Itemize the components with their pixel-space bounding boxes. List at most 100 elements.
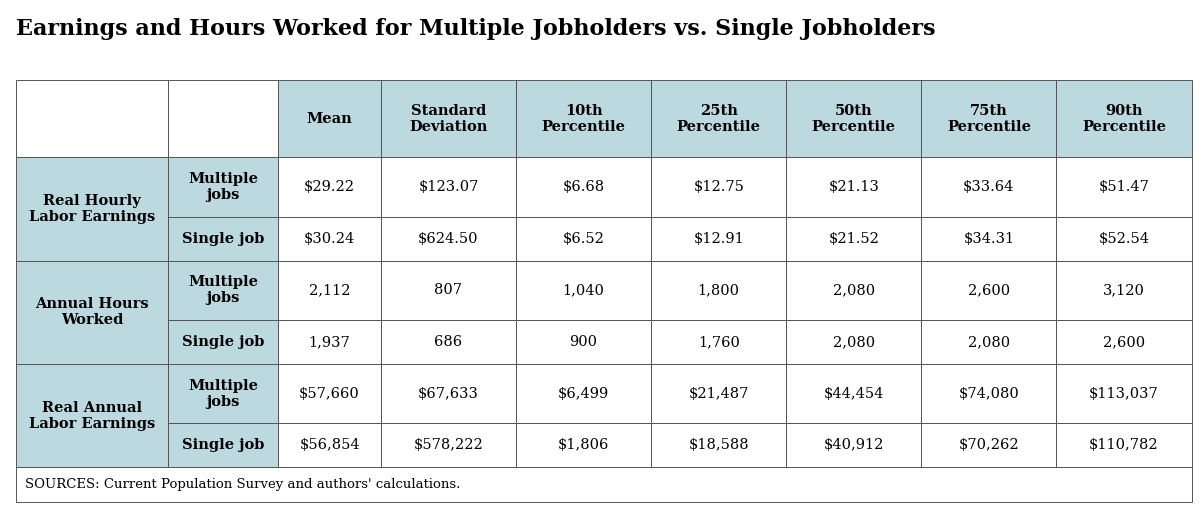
Bar bbox=[168, 423, 278, 467]
Text: $12.75: $12.75 bbox=[694, 180, 744, 194]
Bar bbox=[278, 217, 380, 261]
Text: $6.52: $6.52 bbox=[563, 232, 605, 246]
Bar bbox=[278, 423, 380, 467]
Text: Single job: Single job bbox=[182, 232, 264, 246]
Text: Real Hourly
Labor Earnings: Real Hourly Labor Earnings bbox=[29, 194, 155, 224]
Bar bbox=[1056, 364, 1192, 423]
Text: $624.50: $624.50 bbox=[419, 232, 479, 246]
Bar bbox=[1056, 261, 1192, 320]
Text: 1,937: 1,937 bbox=[308, 335, 350, 349]
Bar bbox=[1056, 80, 1192, 157]
Text: $70,262: $70,262 bbox=[959, 438, 1019, 452]
Text: 50th
Percentile: 50th Percentile bbox=[812, 104, 896, 134]
Text: 90th
Percentile: 90th Percentile bbox=[1082, 104, 1166, 134]
Text: $21.13: $21.13 bbox=[828, 180, 880, 194]
Text: 25th
Percentile: 25th Percentile bbox=[677, 104, 761, 134]
Bar bbox=[1056, 423, 1192, 467]
Bar bbox=[380, 217, 516, 261]
Bar bbox=[516, 320, 652, 364]
Bar bbox=[16, 157, 168, 261]
Bar bbox=[380, 423, 516, 467]
Text: $113,037: $113,037 bbox=[1090, 386, 1159, 400]
Bar bbox=[652, 157, 786, 217]
Text: $40,912: $40,912 bbox=[823, 438, 884, 452]
Text: 900: 900 bbox=[570, 335, 598, 349]
Bar bbox=[516, 217, 652, 261]
Bar bbox=[652, 364, 786, 423]
Text: Multiple
jobs: Multiple jobs bbox=[188, 275, 258, 306]
Bar bbox=[786, 157, 922, 217]
Text: $6.68: $6.68 bbox=[563, 180, 605, 194]
Text: $110,782: $110,782 bbox=[1090, 438, 1159, 452]
Bar bbox=[168, 364, 278, 423]
Text: $12.91: $12.91 bbox=[694, 232, 744, 246]
Bar bbox=[922, 157, 1056, 217]
Bar bbox=[652, 217, 786, 261]
Bar bbox=[16, 364, 168, 467]
Bar bbox=[652, 261, 786, 320]
Text: Annual Hours
Worked: Annual Hours Worked bbox=[35, 297, 149, 327]
Bar bbox=[16, 261, 168, 364]
Text: $6,499: $6,499 bbox=[558, 386, 610, 400]
Bar bbox=[380, 320, 516, 364]
Text: 75th
Percentile: 75th Percentile bbox=[947, 104, 1031, 134]
Text: 3,120: 3,120 bbox=[1103, 283, 1145, 297]
Text: SOURCES: Current Population Survey and authors' calculations.: SOURCES: Current Population Survey and a… bbox=[25, 478, 461, 492]
Text: $74,080: $74,080 bbox=[959, 386, 1019, 400]
Bar bbox=[168, 320, 278, 364]
Bar bbox=[1056, 217, 1192, 261]
Bar bbox=[380, 364, 516, 423]
Bar bbox=[1056, 320, 1192, 364]
Text: $21,487: $21,487 bbox=[689, 386, 749, 400]
Text: 2,080: 2,080 bbox=[833, 335, 875, 349]
Text: Single job: Single job bbox=[182, 335, 264, 349]
Text: $67,633: $67,633 bbox=[418, 386, 479, 400]
Bar bbox=[278, 320, 380, 364]
Bar bbox=[652, 423, 786, 467]
Bar bbox=[652, 320, 786, 364]
Bar bbox=[278, 364, 380, 423]
Text: 2,080: 2,080 bbox=[968, 335, 1010, 349]
Text: $52.54: $52.54 bbox=[1098, 232, 1150, 246]
Bar bbox=[922, 80, 1056, 157]
Bar bbox=[922, 320, 1056, 364]
Bar bbox=[16, 80, 168, 157]
Text: 2,112: 2,112 bbox=[308, 283, 350, 297]
Text: 1,760: 1,760 bbox=[697, 335, 739, 349]
Bar bbox=[922, 217, 1056, 261]
Bar bbox=[278, 80, 380, 157]
Text: $57,660: $57,660 bbox=[299, 386, 360, 400]
Bar bbox=[278, 157, 380, 217]
Text: $18,588: $18,588 bbox=[689, 438, 749, 452]
Text: Single job: Single job bbox=[182, 438, 264, 452]
Text: 1,800: 1,800 bbox=[697, 283, 739, 297]
Text: 807: 807 bbox=[434, 283, 462, 297]
Bar bbox=[168, 217, 278, 261]
Bar bbox=[786, 217, 922, 261]
Bar bbox=[168, 80, 278, 157]
Bar bbox=[652, 80, 786, 157]
Text: 10th
Percentile: 10th Percentile bbox=[541, 104, 625, 134]
Bar bbox=[380, 80, 516, 157]
Text: $33.64: $33.64 bbox=[964, 180, 1015, 194]
Text: 2,600: 2,600 bbox=[968, 283, 1010, 297]
Text: $21.52: $21.52 bbox=[828, 232, 880, 246]
Text: $1,806: $1,806 bbox=[558, 438, 610, 452]
Bar bbox=[516, 157, 652, 217]
Text: Standard
Deviation: Standard Deviation bbox=[409, 104, 487, 134]
Bar bbox=[168, 157, 278, 217]
Text: $123.07: $123.07 bbox=[419, 180, 479, 194]
Text: $56,854: $56,854 bbox=[299, 438, 360, 452]
Bar bbox=[786, 80, 922, 157]
Bar bbox=[1056, 157, 1192, 217]
Bar bbox=[516, 364, 652, 423]
Bar bbox=[786, 261, 922, 320]
Bar bbox=[516, 80, 652, 157]
Text: $44,454: $44,454 bbox=[823, 386, 884, 400]
Text: 1,040: 1,040 bbox=[563, 283, 605, 297]
Bar bbox=[786, 423, 922, 467]
Text: $30.24: $30.24 bbox=[304, 232, 355, 246]
Text: $29.22: $29.22 bbox=[304, 180, 355, 194]
Bar bbox=[380, 261, 516, 320]
Text: Real Annual
Labor Earnings: Real Annual Labor Earnings bbox=[29, 400, 155, 430]
